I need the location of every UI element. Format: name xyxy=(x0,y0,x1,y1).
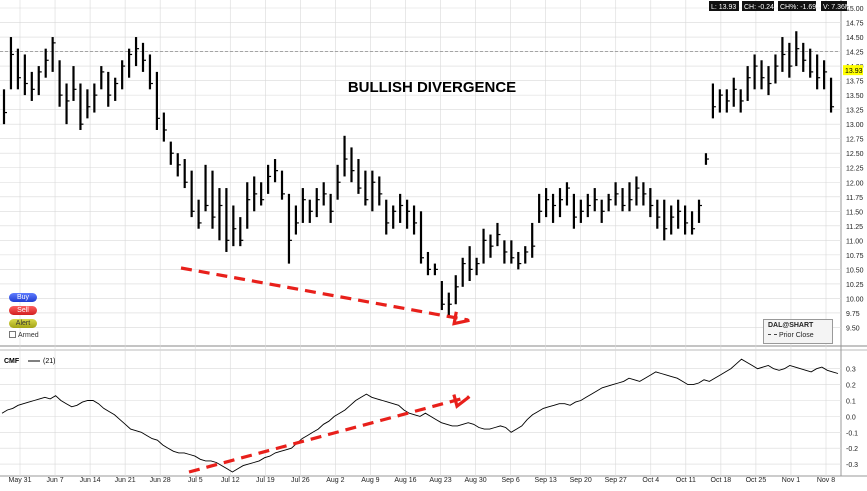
divergence-arrows xyxy=(180,266,471,474)
price-tick-label: 10.50 xyxy=(846,267,864,274)
date-tick-label: Aug 2 xyxy=(326,477,344,484)
sell-button[interactable]: Sell xyxy=(9,306,37,315)
armed-label: Armed xyxy=(18,332,39,339)
legend-prior-close: Prior Close xyxy=(768,332,814,339)
cmf-indicator-label: CMF xyxy=(4,358,20,365)
cmf-tick-label: -0.1 xyxy=(846,430,858,437)
price-tick-label: 12.00 xyxy=(846,180,864,187)
date-tick-label: Oct 18 xyxy=(711,477,732,484)
cmf-divergence-arrow-head xyxy=(452,394,471,409)
date-tick-label: Jun 21 xyxy=(115,477,136,484)
price-tick-label: 10.00 xyxy=(846,296,864,303)
cmf-tick-label: 0.0 xyxy=(846,414,856,421)
cmf-tick-label: 0.1 xyxy=(846,398,856,405)
date-tick-label: Oct 4 xyxy=(642,477,659,484)
price-divergence-arrow-head xyxy=(452,311,470,326)
date-tick-label: Nov 8 xyxy=(817,477,835,484)
chart-title: BULLISH DIVERGENCE xyxy=(348,79,516,96)
price-tick-label: 13.25 xyxy=(846,108,864,115)
price-tick-label: 11.25 xyxy=(846,224,863,231)
cmf-tick-label: 0.3 xyxy=(846,367,856,374)
date-tick-label: Aug 9 xyxy=(361,477,379,484)
cmf-tick-label: 0.2 xyxy=(846,383,856,390)
header-stat-bg xyxy=(742,1,774,11)
price-legend: DAL@SHART Prior Close xyxy=(763,319,833,344)
date-tick-label: Aug 23 xyxy=(429,477,451,484)
armed-toggle[interactable]: Armed xyxy=(9,331,39,339)
price-tick-label: 11.50 xyxy=(846,209,863,216)
legend-dash-swatch xyxy=(768,334,777,335)
last-price-label: 13.93 xyxy=(845,68,863,75)
price-tick-label: 11.75 xyxy=(846,195,863,202)
header-stat: CH: -0.24 xyxy=(744,4,774,11)
date-axis: May 31 Jun 7 Jun 14 Jun 21 Jun 28 Jul 5 Jul 12… xyxy=(9,477,836,484)
last-price-highlight xyxy=(843,65,863,76)
date-tick-label: Jul 5 xyxy=(188,477,203,484)
price-tick-label: 12.25 xyxy=(846,166,864,173)
price-tick-label: 9.75 xyxy=(846,311,860,318)
cmf-param-label: (21) xyxy=(43,358,55,365)
price-tick-label: 15.00 xyxy=(846,6,864,13)
legend-symbol: DAL@SHART xyxy=(768,322,814,329)
date-tick-label: Jul 19 xyxy=(256,477,275,484)
buy-button[interactable]: Buy xyxy=(9,293,37,302)
date-tick-label: Jun 28 xyxy=(150,477,171,484)
date-tick-label: Aug 30 xyxy=(464,477,486,484)
date-tick-label: Nov 1 xyxy=(782,477,800,484)
header-stat-bg xyxy=(709,1,739,11)
date-tick-label: Aug 16 xyxy=(394,477,416,484)
price-tick-label: 12.75 xyxy=(846,137,864,144)
alert-button[interactable]: Alert xyxy=(9,319,37,328)
date-tick-label: Sep 27 xyxy=(605,477,627,484)
price-tick-label: 9.50 xyxy=(846,325,860,332)
cmf-tick-label: -0.2 xyxy=(846,446,858,453)
date-tick-label: Jun 14 xyxy=(80,477,101,484)
header-stat-bg xyxy=(821,1,847,11)
price-tick-label: 10.75 xyxy=(846,253,864,260)
cmf-divergence-arrow-shaft xyxy=(188,395,469,474)
armed-checkbox[interactable] xyxy=(9,331,16,338)
cmf-tick-label: -0.3 xyxy=(846,462,858,469)
price-tick-label: 13.75 xyxy=(846,79,864,86)
price-tick-label: 11.00 xyxy=(846,238,863,245)
ohlc-bars xyxy=(2,31,835,316)
price-tick-label: 14.25 xyxy=(846,50,864,57)
date-tick-label: Jun 7 xyxy=(46,477,63,484)
price-tick-label: 14.75 xyxy=(846,21,864,28)
price-tick-label: 13.50 xyxy=(846,93,864,100)
date-tick-label: Oct 25 xyxy=(746,477,767,484)
cmf-line xyxy=(1,358,839,473)
price-axis: 15.0014.7514.5014.2514.0013.7513.5013.25… xyxy=(843,6,864,332)
header-stat-bg xyxy=(778,1,816,11)
date-tick-label: May 31 xyxy=(9,477,32,484)
legend-prior-close-label: Prior Close xyxy=(779,332,814,339)
price-tick-label: 12.50 xyxy=(846,151,864,158)
price-tick-label: 14.50 xyxy=(846,35,864,42)
header-stat: CH%: -1.69% xyxy=(780,4,822,11)
date-tick-label: Sep 13 xyxy=(535,477,557,484)
price-tick-label: 13.00 xyxy=(846,122,864,129)
header-stats: L: 13.93 CH: -0.24 CH%: -1.69% V: 7.36M xyxy=(709,1,851,11)
price-tick-label: 10.25 xyxy=(846,282,864,289)
cmf-panel: 0.3 0.2 0.1 0.0 -0.1 -0.2 -0.3 CMF (21) xyxy=(0,358,858,473)
date-tick-label: Jul 26 xyxy=(291,477,310,484)
date-tick-label: Jul 12 xyxy=(221,477,240,484)
date-tick-label: Oct 11 xyxy=(676,477,696,484)
header-stat: L: 13.93 xyxy=(711,4,736,11)
date-tick-label: Sep 6 xyxy=(501,477,519,484)
price-divergence-arrow xyxy=(180,266,470,326)
header-stat: V: 7.36M xyxy=(823,4,851,11)
cmf-divergence-arrow xyxy=(188,394,471,474)
date-tick-label: Sep 20 xyxy=(570,477,592,484)
price-divergence-arrow-shaft xyxy=(180,266,469,322)
